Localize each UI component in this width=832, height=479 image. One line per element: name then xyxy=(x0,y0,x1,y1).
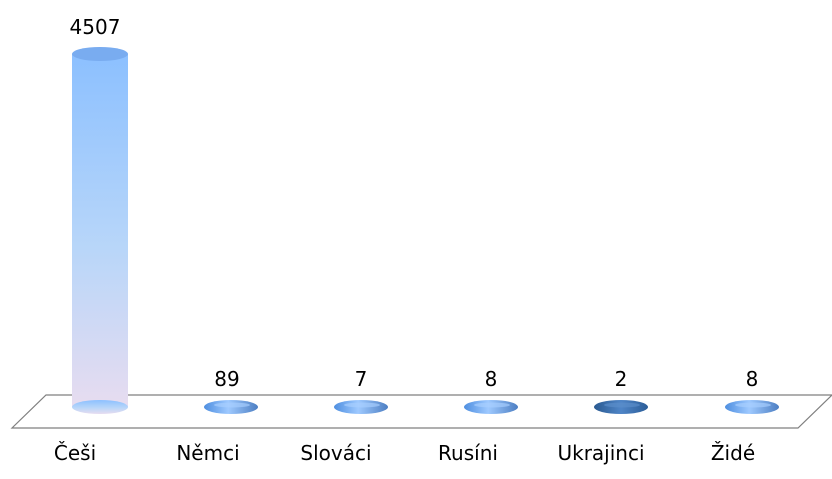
category-label-4: Ukrajinci xyxy=(557,441,644,465)
bar-2 xyxy=(334,400,388,414)
value-label-5: 8 xyxy=(746,367,759,391)
bar-sheen-2 xyxy=(344,402,380,408)
bar-4 xyxy=(594,400,648,414)
bar-5 xyxy=(725,400,779,414)
value-label-1: 89 xyxy=(214,367,239,391)
category-label-3: Rusíni xyxy=(438,441,498,465)
value-label-2: 7 xyxy=(355,367,368,391)
bar-base-0 xyxy=(72,400,128,414)
bar-body-0 xyxy=(72,54,128,407)
bar-0 xyxy=(72,47,128,414)
bar-sheen-4 xyxy=(604,402,640,408)
category-label-1: Němci xyxy=(176,441,239,465)
bar-top-cap-0 xyxy=(72,47,128,61)
category-label-0: Češi xyxy=(54,441,96,465)
bar-3 xyxy=(464,400,518,414)
value-label-0: 4507 xyxy=(70,15,121,39)
chart-floor xyxy=(10,394,832,429)
category-label-5: Židé xyxy=(711,441,755,465)
value-label-4: 2 xyxy=(615,367,628,391)
bar-1 xyxy=(204,400,258,414)
value-label-3: 8 xyxy=(485,367,498,391)
bar-sheen-1 xyxy=(214,402,250,408)
bar-sheen-5 xyxy=(735,402,771,408)
bar-sheen-3 xyxy=(474,402,510,408)
category-label-2: Slováci xyxy=(300,441,371,465)
